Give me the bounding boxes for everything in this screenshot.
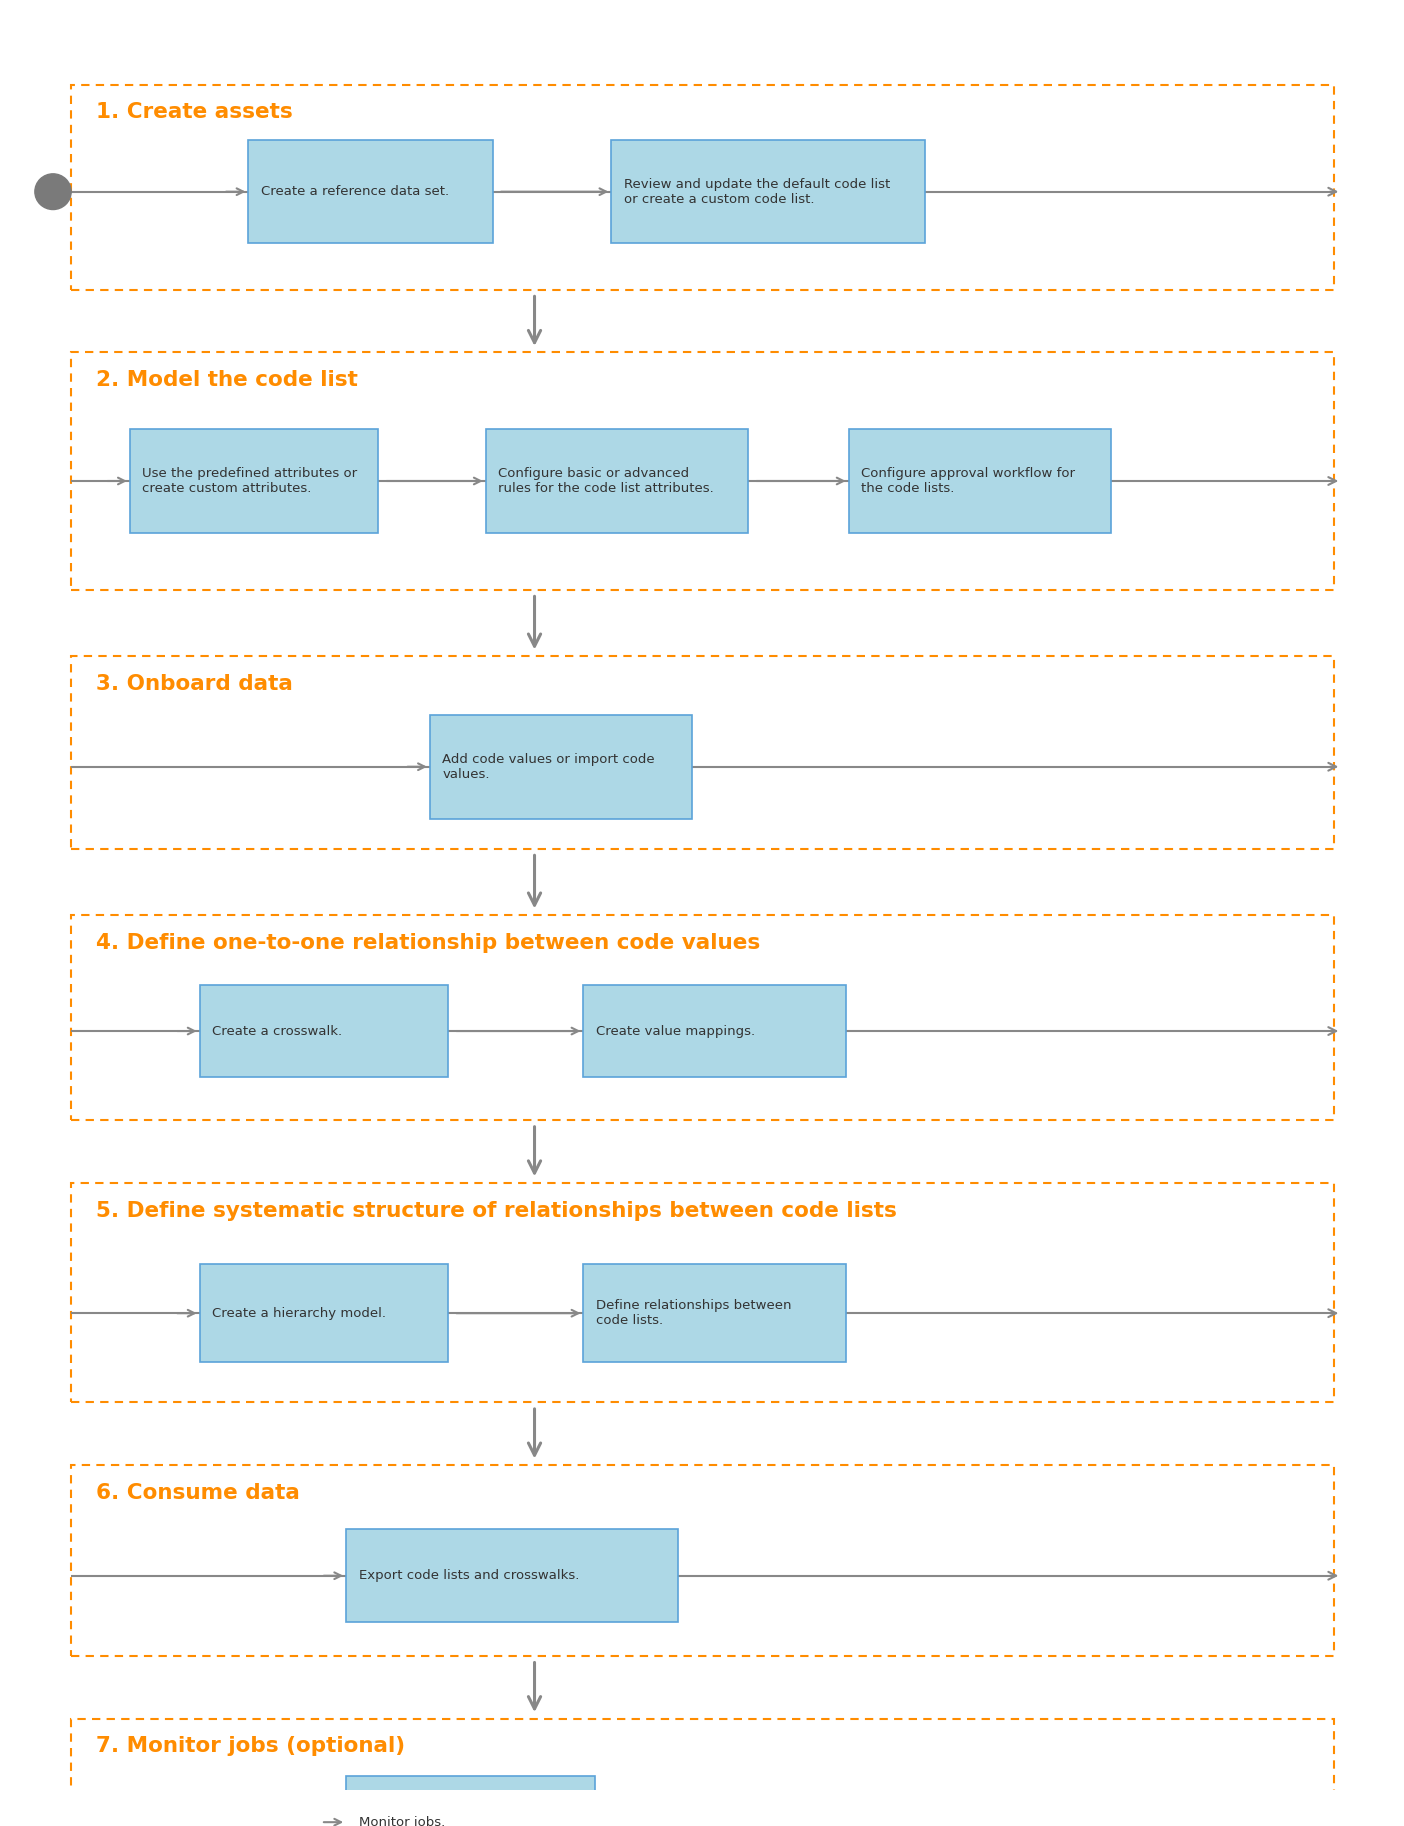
FancyBboxPatch shape xyxy=(430,716,692,818)
Text: 6. Consume data: 6. Consume data xyxy=(97,1483,300,1503)
FancyBboxPatch shape xyxy=(129,429,378,533)
FancyBboxPatch shape xyxy=(611,141,925,243)
FancyBboxPatch shape xyxy=(347,1530,678,1621)
FancyBboxPatch shape xyxy=(584,1264,845,1362)
FancyBboxPatch shape xyxy=(848,429,1111,533)
Text: Use the predefined attributes or
create custom attributes.: Use the predefined attributes or create … xyxy=(142,467,358,495)
Text: Review and update the default code list
or create a custom code list.: Review and update the default code list … xyxy=(623,177,890,206)
Text: 7. Monitor jobs (optional): 7. Monitor jobs (optional) xyxy=(97,1737,406,1757)
FancyBboxPatch shape xyxy=(347,1775,594,1826)
Text: Create value mappings.: Create value mappings. xyxy=(595,1024,755,1037)
Text: 3. Onboard data: 3. Onboard data xyxy=(97,674,293,694)
Text: Export code lists and crosswalks.: Export code lists and crosswalks. xyxy=(358,1569,578,1581)
Text: Configure approval workflow for
the code lists.: Configure approval workflow for the code… xyxy=(861,467,1075,495)
Text: 5. Define systematic structure of relationships between code lists: 5. Define systematic structure of relati… xyxy=(97,1202,897,1222)
Ellipse shape xyxy=(35,173,72,210)
Text: Define relationships between
code lists.: Define relationships between code lists. xyxy=(595,1300,792,1328)
Text: Configure basic or advanced
rules for the code list attributes.: Configure basic or advanced rules for th… xyxy=(498,467,715,495)
Text: Add code values or import code
values.: Add code values or import code values. xyxy=(442,752,656,782)
Text: 2. Model the code list: 2. Model the code list xyxy=(97,371,358,391)
FancyBboxPatch shape xyxy=(199,1264,448,1362)
FancyBboxPatch shape xyxy=(486,429,748,533)
Ellipse shape xyxy=(1334,1804,1370,1826)
Text: Create a crosswalk.: Create a crosswalk. xyxy=(212,1024,343,1037)
Text: 1. Create assets: 1. Create assets xyxy=(97,102,293,122)
Text: Create a reference data set.: Create a reference data set. xyxy=(261,184,449,199)
FancyBboxPatch shape xyxy=(249,141,493,243)
Text: Create a hierarchy model.: Create a hierarchy model. xyxy=(212,1307,386,1320)
Text: Monitor jobs.: Monitor jobs. xyxy=(358,1815,445,1826)
FancyBboxPatch shape xyxy=(199,984,448,1077)
Text: 4. Define one-to-one relationship between code values: 4. Define one-to-one relationship betwee… xyxy=(97,933,761,953)
FancyBboxPatch shape xyxy=(584,984,845,1077)
